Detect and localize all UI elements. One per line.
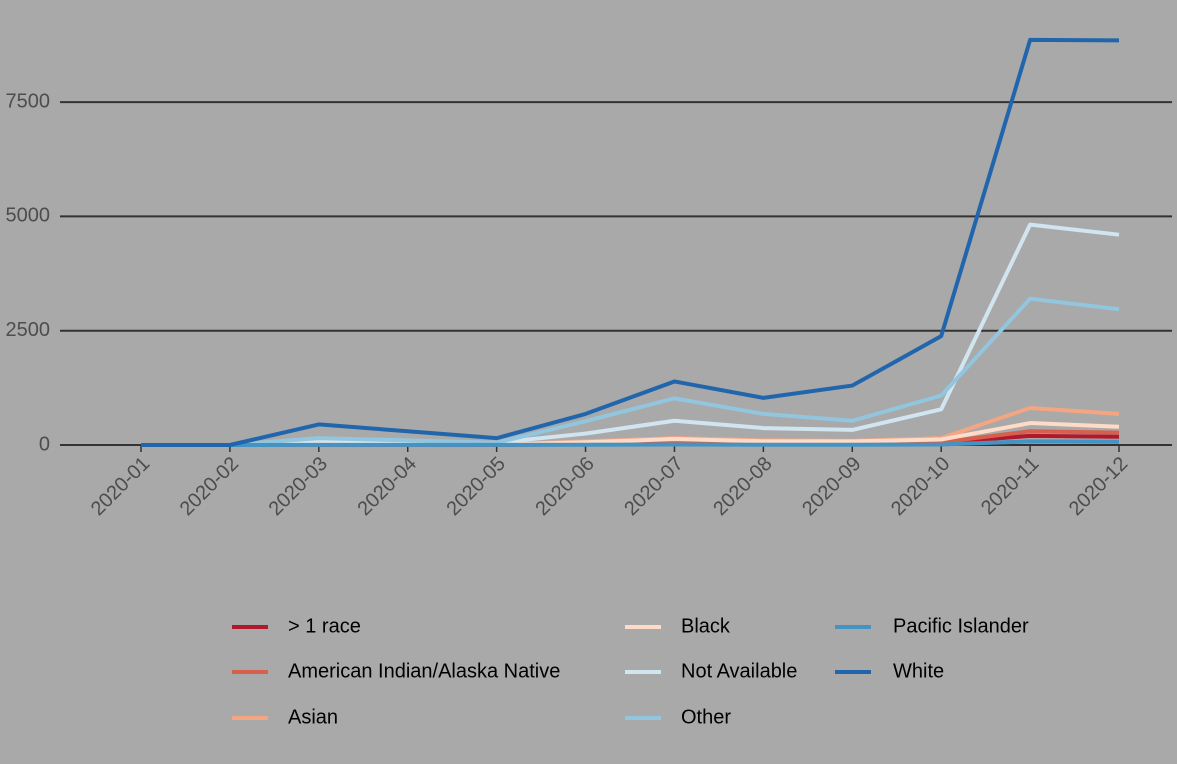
legend-label: White bbox=[893, 660, 944, 682]
series-line bbox=[141, 296, 1120, 447]
legend-label: American Indian/Alaska Native bbox=[288, 660, 560, 682]
series-line bbox=[141, 37, 1120, 447]
series-line bbox=[141, 439, 1120, 447]
legend-label: Not Available bbox=[681, 660, 797, 682]
legend-label: Other bbox=[681, 706, 731, 728]
legend-label: > 1 race bbox=[288, 615, 361, 637]
y-tick-label: 2500 bbox=[6, 319, 51, 341]
y-tick-label: 7500 bbox=[6, 90, 51, 112]
legend-label: Pacific Islander bbox=[893, 615, 1029, 637]
y-tick-label: 0 bbox=[39, 433, 50, 455]
legend-label: Black bbox=[681, 615, 731, 637]
y-tick-label: 5000 bbox=[6, 205, 51, 227]
legend-label: Asian bbox=[288, 706, 338, 728]
